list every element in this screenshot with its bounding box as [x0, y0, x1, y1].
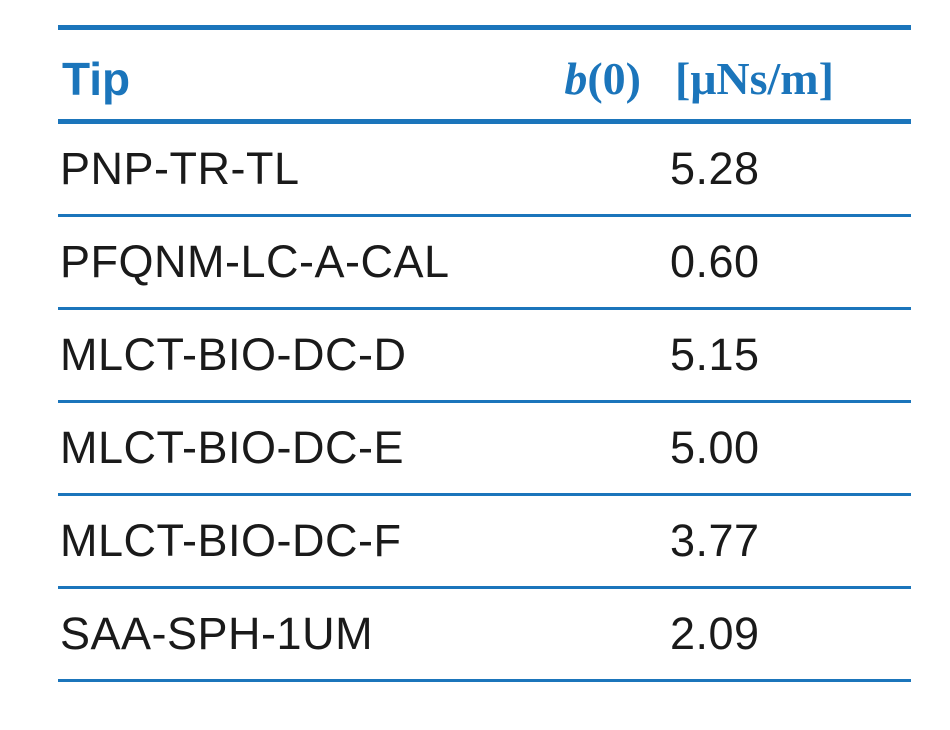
- column-header-tip: Tip: [62, 53, 131, 105]
- b0-value-cell: 5.15: [670, 329, 760, 380]
- tip-name-cell: MLCT-BIO-DC-D: [60, 329, 407, 380]
- b0-value-cell: 0.60: [670, 236, 760, 287]
- column-header-b0: b(0): [564, 56, 641, 102]
- table-row: PNP-TR-TL 5.28: [58, 124, 911, 217]
- b0-value-cell: 2.09: [670, 608, 760, 659]
- table-row: MLCT-BIO-DC-E 5.00: [58, 403, 911, 496]
- column-header-b-symbol: b: [564, 53, 588, 104]
- table-row: PFQNM-LC-A-CAL 0.60: [58, 217, 911, 310]
- table-row: MLCT-BIO-DC-D 5.15: [58, 310, 911, 403]
- table-row: MLCT-BIO-DC-F 3.77: [58, 496, 911, 589]
- b0-value-cell: 5.28: [670, 143, 760, 194]
- table-header-row: Tip b(0) [μNs/m]: [58, 30, 911, 124]
- tip-name-cell: MLCT-BIO-DC-F: [60, 515, 402, 566]
- column-header-unit: [μNs/m]: [675, 53, 834, 104]
- tip-name-cell: MLCT-BIO-DC-E: [60, 422, 404, 473]
- table-row: SAA-SPH-1UM 2.09: [58, 589, 911, 682]
- table-top-rule: [58, 25, 911, 30]
- b0-value-cell: 5.00: [670, 422, 760, 473]
- tip-name-cell: PFQNM-LC-A-CAL: [60, 236, 450, 287]
- column-header-b-arg: (0): [587, 53, 641, 104]
- tip-name-cell: SAA-SPH-1UM: [60, 608, 374, 659]
- data-table: Tip b(0) [μNs/m] PNP-TR-TL 5.28 PFQNM-LC…: [58, 25, 911, 682]
- b0-value-cell: 3.77: [670, 515, 760, 566]
- tip-name-cell: PNP-TR-TL: [60, 143, 300, 194]
